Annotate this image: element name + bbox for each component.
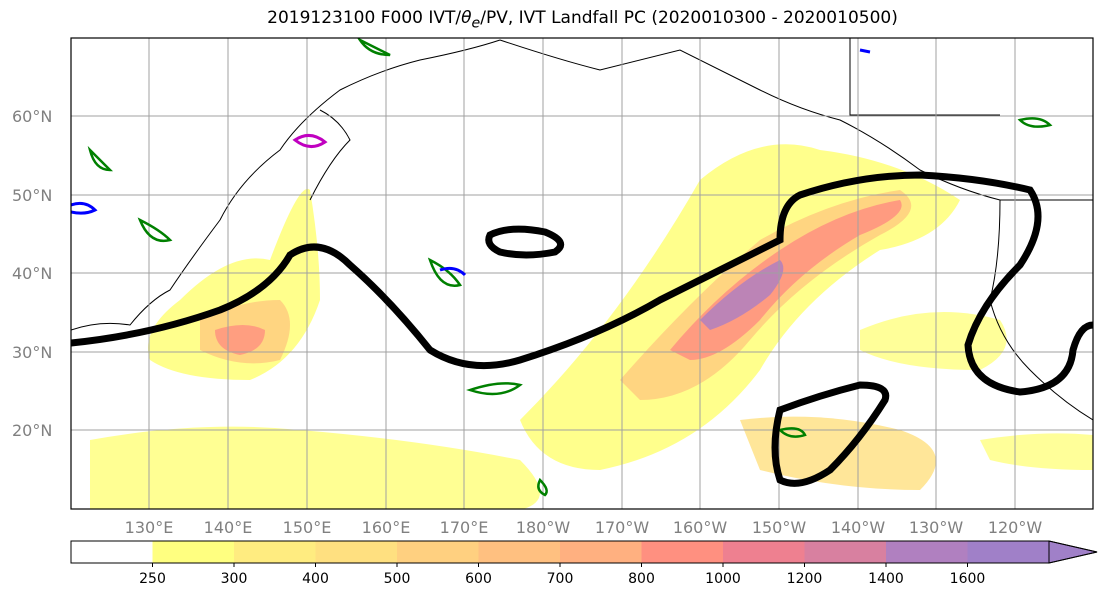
colorbar-tick-label: 1400 (868, 571, 904, 587)
colorbar-segment (560, 541, 642, 563)
colorbar-segment (315, 541, 398, 563)
lon-tick-label: 160°E (362, 518, 411, 537)
colorbar-segment (71, 541, 153, 563)
lon-tick-label: 150°W (752, 518, 807, 537)
lon-tick-label: 140°E (204, 518, 253, 537)
lon-tick-label: 160°W (673, 518, 728, 537)
map-frame (70, 37, 1094, 510)
colorbar-tick-label: 400 (302, 571, 329, 587)
colorbar-segment (804, 541, 887, 563)
lon-tick-label: 180°W (516, 518, 571, 537)
map-title: 2019123100 F000 IVT/θe/PV, IVT Landfall … (267, 8, 898, 32)
lon-tick-label: 130°E (125, 518, 174, 537)
colorbar-segment (397, 541, 479, 563)
lat-tick-label: 20°N (12, 421, 52, 440)
lon-tick-label: 120°W (988, 518, 1043, 537)
colorbar-tick-label: 1600 (950, 571, 986, 587)
ivt-landfall-contour (71, 171, 1093, 487)
colorbar-tick-label: 800 (628, 571, 655, 587)
lon-tick-label: 140°W (831, 518, 886, 537)
lat-tick-label: 40°N (12, 264, 52, 283)
theta-e-contours (87, 38, 1053, 497)
lat-tick-label: 60°N (12, 107, 52, 126)
lon-tick-label: 150°E (283, 518, 332, 537)
lon-tick-label: 170°W (595, 518, 650, 537)
latitude-labels: 60°N 50°N 40°N 30°N 20°N (12, 107, 52, 440)
lon-tick-label: 170°E (440, 518, 489, 537)
colorbar-segment (723, 541, 805, 563)
colorbar-segment (641, 541, 724, 563)
lon-tick-label: 130°W (909, 518, 964, 537)
colorbar-tick-label: 250 (139, 571, 166, 587)
colorbar: 250 300 400 500 600 700 800 1000 1200 1400 1600 (70, 540, 1098, 587)
colorbar-tick-label: 1200 (787, 571, 823, 587)
colorbar-tick-label: 700 (547, 571, 574, 587)
colorbar-tick-label: 600 (465, 571, 492, 587)
colorbar-segment (152, 541, 235, 563)
colorbar-segment (967, 541, 1050, 563)
lat-tick-label: 50°N (12, 186, 52, 205)
colorbar-segment (234, 541, 316, 563)
colorbar-tick-label: 1000 (705, 571, 741, 587)
longitude-labels: 130°E 140°E 150°E 160°E 170°E 180°W 170°… (125, 518, 1043, 537)
colorbar-tick-label: 300 (221, 571, 248, 587)
colorbar-segment (886, 541, 968, 563)
colorbar-segment (478, 541, 561, 563)
colorbar-outline (70, 540, 1098, 564)
lat-tick-label: 30°N (12, 343, 52, 362)
pv-contours (71, 48, 871, 277)
colorbar-tick-label: 500 (384, 571, 411, 587)
colorbar-extend-arrow (1048, 540, 1098, 564)
